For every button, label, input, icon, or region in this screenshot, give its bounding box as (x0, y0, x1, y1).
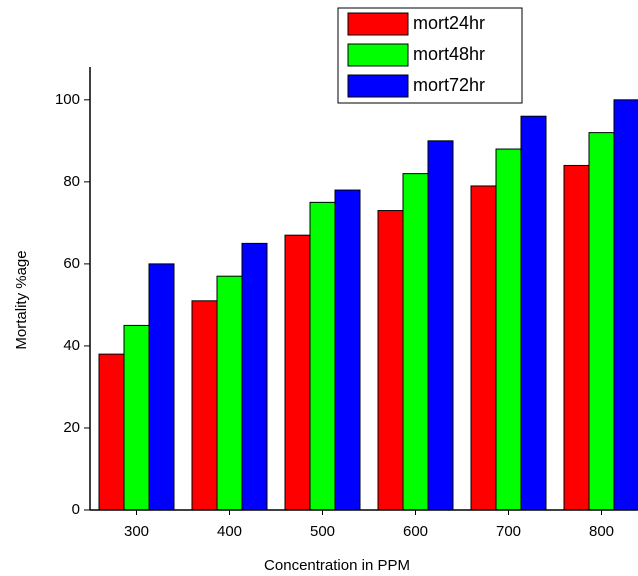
bar (191, 300, 218, 511)
legend-swatch (347, 12, 409, 36)
y-axis-label: Mortality %age (13, 250, 30, 349)
bar (309, 201, 336, 511)
bar (402, 173, 429, 511)
bar (588, 132, 615, 511)
legend-label: mort48hr (413, 44, 485, 64)
legend-label: mort24hr (413, 13, 485, 33)
x-tick-label: 500 (310, 523, 335, 540)
bar (470, 185, 497, 511)
bar (334, 189, 361, 511)
x-tick-label: 400 (217, 523, 242, 540)
bar (216, 275, 243, 511)
legend-swatch (347, 74, 409, 98)
bar (284, 234, 311, 511)
x-tick-label: 800 (589, 523, 614, 540)
bar (563, 164, 590, 511)
y-tick-label: 60 (63, 255, 80, 272)
bar (495, 148, 522, 511)
x-tick-label: 700 (496, 523, 521, 540)
bar (520, 115, 547, 511)
legend: mort24hr mort48hr mort72hr (337, 7, 523, 104)
bar (427, 140, 454, 511)
bar (123, 324, 150, 511)
bar (613, 99, 638, 511)
y-tick-label: 0 (72, 501, 80, 518)
bar (241, 242, 268, 511)
legend-label: mort72hr (413, 75, 485, 95)
y-tick-label: 80 (63, 173, 80, 190)
y-tick-label: 100 (55, 91, 80, 108)
legend-swatch (347, 43, 409, 67)
x-tick-label: 600 (403, 523, 428, 540)
x-tick-label: 300 (124, 523, 149, 540)
y-tick-label: 20 (63, 419, 80, 436)
bar (377, 210, 404, 511)
bar (148, 263, 175, 511)
bar (98, 353, 125, 511)
y-tick-label: 40 (63, 337, 80, 354)
x-axis-label: Concentration in PPM (264, 557, 410, 574)
